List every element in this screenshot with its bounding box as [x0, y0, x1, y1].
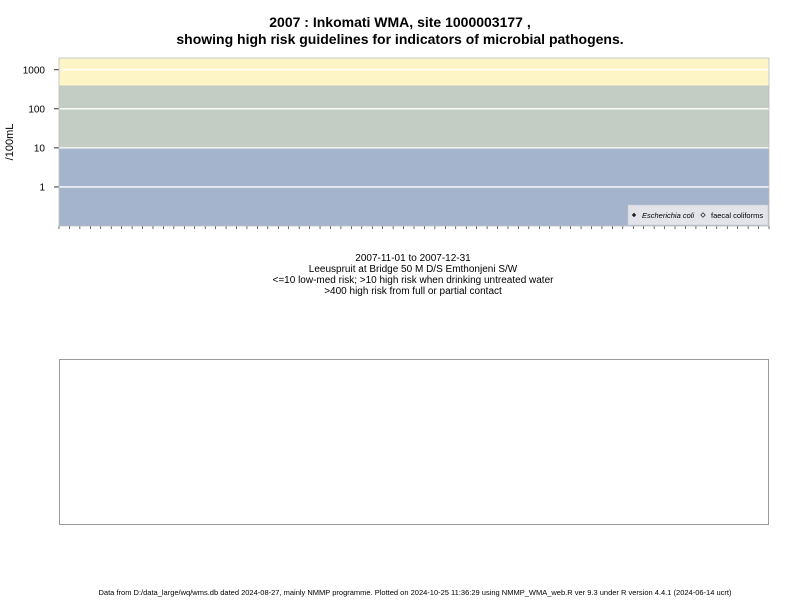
date-range-caption: 2007-11-01 to 2007-12-31: [355, 253, 471, 264]
contact-risk-caption: >400 high risk from full or partial cont…: [324, 286, 502, 297]
legend-label-ecoli: Escherichia coli: [642, 211, 694, 220]
footer-note: Data from D:/data_large/wq/wms.db dated …: [98, 588, 732, 597]
site-caption: Leeuspruit at Bridge 50 M D/S Emthonjeni…: [308, 264, 518, 275]
risk-band-1: [59, 85, 769, 148]
chart-plot: Nov 01Nov 08Nov 15Nov 22Nov 29Dec 06Dec …: [4, 57, 770, 229]
y-tick-label: 100: [28, 104, 45, 115]
drinking-risk-caption: <=10 low-med risk; >10 high risk when dr…: [272, 275, 554, 286]
empty-plot-panel: [59, 359, 769, 525]
legend-marker-faecal-coliforms: [700, 212, 706, 218]
legend-label-faecal-coliforms: faecal coliforms: [711, 211, 763, 220]
y-tick-label: 10: [34, 143, 46, 154]
y-tick-label: 1: [39, 182, 45, 193]
legend-box: [627, 204, 769, 226]
y-tick-label: 1000: [23, 65, 46, 76]
risk-band-2: [59, 58, 769, 86]
legend-marker-ecoli: [631, 212, 637, 218]
plot-frame: [58, 57, 770, 227]
chart-title-line1: 2007 : Inkomati WMA, site 1000003177 ,: [269, 14, 531, 30]
y-axis-label: /100mL: [4, 124, 16, 161]
chart-title-line2: showing high risk guidelines for indicat…: [176, 31, 624, 47]
